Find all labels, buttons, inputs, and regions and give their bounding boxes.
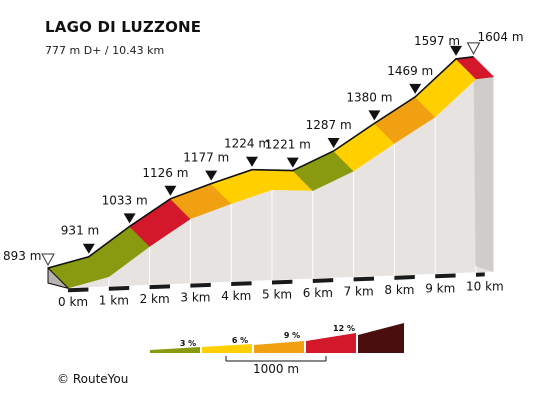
- km-tick-label: 3 km: [180, 291, 210, 305]
- base-strip-dash: [312, 278, 334, 283]
- legend-grade-swatch: [202, 344, 252, 353]
- elevation-label: 1597 m: [414, 34, 460, 48]
- chart-subtitle: 777 m D+ / 10.43 km: [45, 44, 165, 57]
- base-strip-dash: [190, 282, 211, 288]
- base-strip-dash: [149, 284, 170, 290]
- km-marker-icon: [368, 110, 381, 121]
- km-marker-icon: [82, 243, 95, 254]
- km-marker-icon: [246, 156, 258, 167]
- km-marker-icon: [409, 83, 422, 94]
- km-marker-icon: [327, 137, 340, 148]
- km-tick-label: 4 km: [221, 289, 251, 303]
- legend-grade-swatch: [306, 333, 356, 353]
- scale-bar-label: 1000 m: [253, 362, 299, 376]
- copyright-icon: ©: [57, 372, 69, 386]
- base-strip-dash: [68, 287, 89, 293]
- elevation-label: 1604 m: [478, 30, 524, 44]
- elevation-label: 1126 m: [142, 166, 188, 180]
- km-tick-label: 1 km: [99, 294, 129, 308]
- km-tick-label: 6 km: [303, 286, 333, 300]
- profile-end-cap: [473, 56, 494, 273]
- km-marker-icon: [205, 170, 218, 181]
- km-tick-label: 2 km: [140, 292, 170, 306]
- elevation-label: 893 m: [3, 249, 41, 263]
- elevation-label: 1380 m: [346, 90, 392, 104]
- elevation-label: 1224 m: [224, 137, 270, 151]
- grade-legend: 3 % 6 % 9 % 12 % 1000 m: [150, 323, 404, 376]
- base-strip-dash: [231, 281, 252, 287]
- chart-title: LAGO DI LUZZONE: [45, 18, 202, 36]
- km-marker-icon: [123, 213, 136, 224]
- km-marker-icon: [286, 157, 299, 168]
- km-tick-label: 0 km: [58, 295, 88, 309]
- legend-grade-label: 12 %: [333, 324, 355, 333]
- elevation-label: 1177 m: [183, 151, 229, 165]
- side-walls: [67, 56, 494, 289]
- km-tick-label: 9 km: [425, 281, 455, 295]
- km-marker-icon: [450, 45, 462, 56]
- km-marker-icon: [164, 185, 177, 196]
- end-marker-icon: [466, 42, 481, 55]
- base-strip-dash: [435, 273, 456, 279]
- legend-grade-swatch: [150, 347, 200, 353]
- credit: © RouteYou: [57, 372, 128, 386]
- base-strip-dash: [476, 272, 485, 277]
- km-tick-label: 7 km: [344, 284, 374, 298]
- elevation-label: 931 m: [61, 224, 99, 238]
- base-strip: [47, 266, 485, 293]
- base-strip-dash: [353, 276, 374, 282]
- base-strip-dash: [108, 285, 130, 291]
- legend-grade-swatch: [358, 323, 404, 353]
- slope-segments: [47, 56, 495, 289]
- km-tick-label: 5 km: [262, 287, 292, 301]
- elevation-label: 1469 m: [387, 64, 433, 78]
- elevation-label: 1033 m: [102, 193, 148, 207]
- km-tick-labels: 0 km 1 km 2 km 3 km 4 km 5 km 6 km 7 km 8 km 9 km…: [58, 280, 504, 310]
- km-tick-label: 10 km: [466, 280, 504, 294]
- km-tick-label: 8 km: [384, 283, 414, 297]
- profile-back-edge: [47, 56, 474, 269]
- start-marker-icon: [41, 253, 55, 267]
- elevation-label: 1287 m: [306, 118, 352, 132]
- credit-text: RouteYou: [72, 372, 129, 386]
- base-strip-dash: [394, 275, 415, 280]
- legend-grade-swatch: [254, 341, 304, 353]
- legend-grade-label: 9 %: [284, 331, 300, 340]
- elevation-label: 1221 m: [265, 138, 311, 152]
- legend-grade-label: 6 %: [232, 336, 248, 345]
- base-strip-dash: [272, 279, 293, 285]
- legend-grade-label: 3 %: [180, 339, 196, 348]
